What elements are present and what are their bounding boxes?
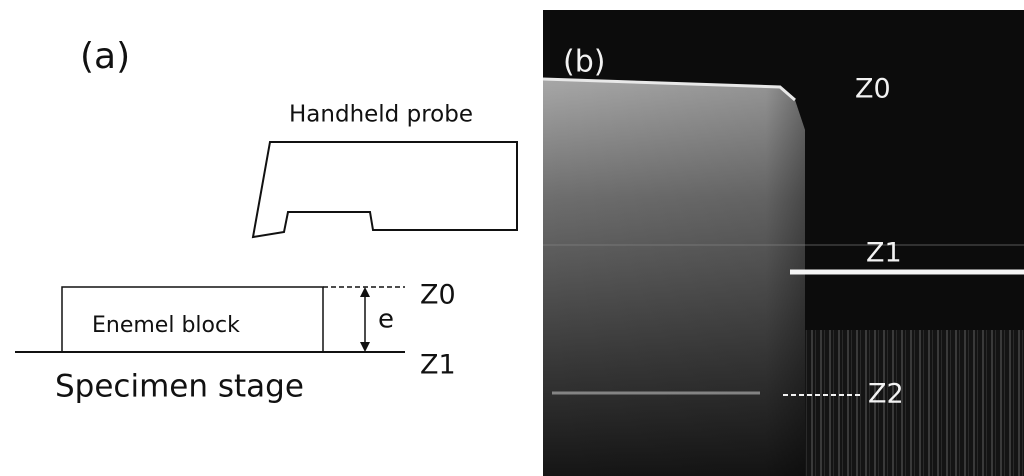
arrow-head xyxy=(360,342,370,352)
block-label: Enemel block xyxy=(92,313,240,338)
panel-b: (b) Z0 Z1 Z2 xyxy=(542,10,1024,476)
z0-label: Z0 xyxy=(420,280,456,311)
panel-label: (b) xyxy=(563,45,605,80)
z1-label: Z1 xyxy=(420,350,456,381)
stage-label: Specimen stage xyxy=(55,369,304,405)
z2-label: Z2 xyxy=(868,379,904,410)
thickness-label: e xyxy=(378,305,394,335)
probe-outline xyxy=(251,141,518,239)
streak-region xyxy=(805,330,1024,476)
z1-label: Z1 xyxy=(866,238,902,269)
probe-label: Handheld probe xyxy=(289,102,473,128)
panel-a: (a) Handheld probe Enemel block e Z0 Z1 … xyxy=(15,36,518,405)
surface-line xyxy=(542,77,796,102)
panel-label: (a) xyxy=(80,36,130,77)
z0-label: Z0 xyxy=(855,74,891,105)
arrow-head xyxy=(360,287,370,297)
enamel-shade xyxy=(543,78,805,476)
